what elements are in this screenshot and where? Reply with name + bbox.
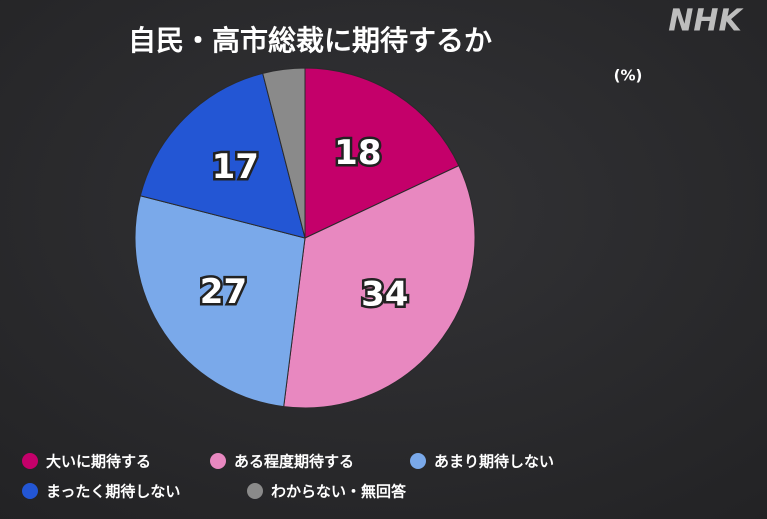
pie-slice <box>134 195 306 408</box>
legend-label: あまり期待しない <box>434 453 554 471</box>
legend-marker <box>22 483 38 499</box>
legend-marker <box>410 453 426 469</box>
data-label: 17 <box>212 147 259 187</box>
legend-label: 大いに期待する <box>46 453 151 471</box>
data-label: 34 <box>361 274 408 314</box>
legend-label: ある程度期待する <box>234 453 354 471</box>
pie-slice <box>262 67 306 239</box>
pie-slice <box>304 67 460 239</box>
data-label: 18 <box>334 133 381 173</box>
logo: NHK <box>668 4 744 39</box>
legend-marker <box>22 453 38 469</box>
legend-marker <box>247 483 263 499</box>
pie-slice <box>283 164 476 409</box>
legend-marker <box>210 453 226 469</box>
data-label: 27 <box>200 272 247 312</box>
pie-slice <box>139 72 306 239</box>
unit-label: (%) <box>614 67 643 85</box>
legend-label: わからない・無回答 <box>271 483 407 501</box>
chart-title: 自民・高市総裁に期待するか <box>128 24 492 57</box>
legend-label: まったく期待しない <box>46 483 180 501</box>
